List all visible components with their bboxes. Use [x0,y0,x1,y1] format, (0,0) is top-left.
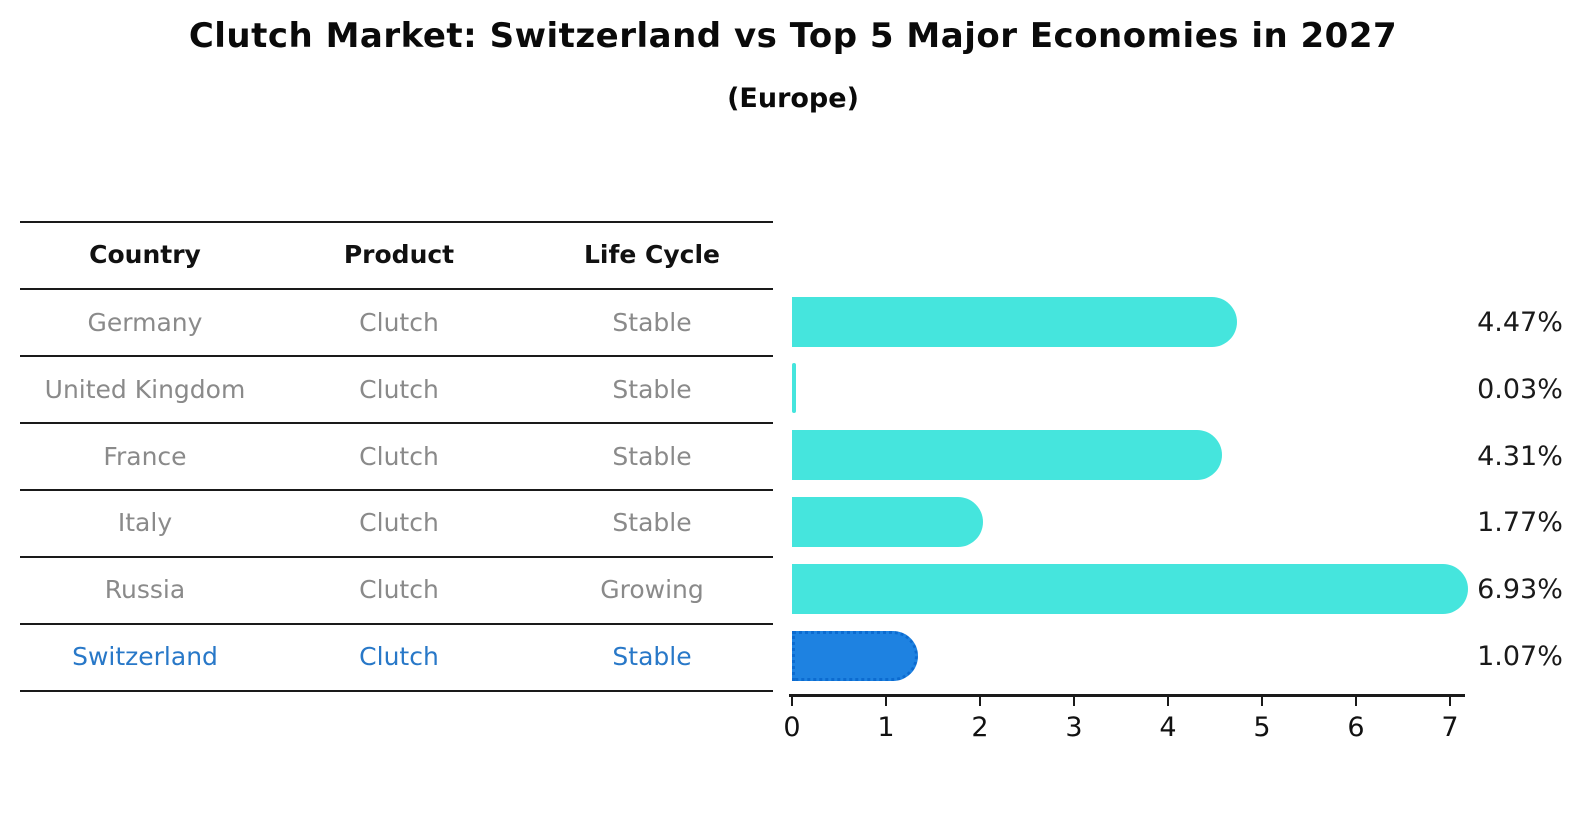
cell-product: Clutch [359,308,439,337]
table-divider [20,221,773,223]
table-divider [20,489,773,491]
x-axis-tick [885,697,887,706]
bar-united-kingdom [792,363,796,413]
cell-product: Clutch [359,442,439,471]
x-tick-label: 1 [877,712,895,743]
column-header-country: Country [89,240,201,269]
x-tick-label: 5 [1253,712,1271,743]
x-axis-tick [1073,697,1075,706]
cell-life-cycle: Stable [612,508,692,537]
bar-value-label: 1.77% [1477,507,1563,538]
bar-value-label: 4.47% [1477,307,1563,338]
x-axis-line [789,694,1465,697]
cell-life-cycle: Stable [612,308,692,337]
bar-value-label: 6.93% [1477,574,1563,605]
cell-country: Germany [87,308,203,337]
bar-france [792,430,1223,480]
cell-product: Clutch [359,375,439,404]
bar-italy [792,497,984,547]
x-tick-label: 6 [1347,712,1365,743]
bar-value-label: 1.07% [1477,641,1563,672]
x-axis-tick [1355,697,1357,706]
x-axis-tick [1261,697,1263,706]
bar-value-label: 0.03% [1477,374,1563,405]
cell-country: United Kingdom [44,375,246,404]
x-axis-tick [979,697,981,706]
cell-life-cycle: Stable [612,642,692,671]
x-axis-tick [1449,697,1451,706]
bar-russia [792,564,1469,614]
cell-life-cycle: Growing [600,575,704,604]
table-divider [20,355,773,357]
page-title: Clutch Market: Switzerland vs Top 5 Majo… [188,16,1398,56]
cell-product: Clutch [359,508,439,537]
x-tick-label: 3 [1065,712,1083,743]
x-tick-label: 0 [783,712,801,743]
bar-value-label: 4.31% [1477,441,1563,472]
table-divider [20,556,773,558]
column-header-life-cycle: Life Cycle [583,240,721,269]
column-header-product: Product [343,240,455,269]
cell-country: Italy [117,508,173,537]
x-tick-label: 2 [971,712,989,743]
cell-life-cycle: Stable [612,442,692,471]
bar-germany [792,297,1238,347]
x-axis-tick [791,697,793,706]
table-divider [20,623,773,625]
x-tick-label: 7 [1441,712,1459,743]
x-axis-tick [1167,697,1169,706]
table-divider [20,288,773,290]
cell-life-cycle: Stable [612,375,692,404]
cell-country: France [103,442,187,471]
cell-product: Clutch [359,642,439,671]
x-tick-label: 4 [1159,712,1177,743]
bar-switzerland [792,631,918,681]
cell-country: Switzerland [72,642,218,671]
cell-country: Russia [104,575,186,604]
table-divider [20,690,773,692]
table-divider [20,422,773,424]
page-subtitle: (Europe) [727,83,859,114]
cell-product: Clutch [359,575,439,604]
